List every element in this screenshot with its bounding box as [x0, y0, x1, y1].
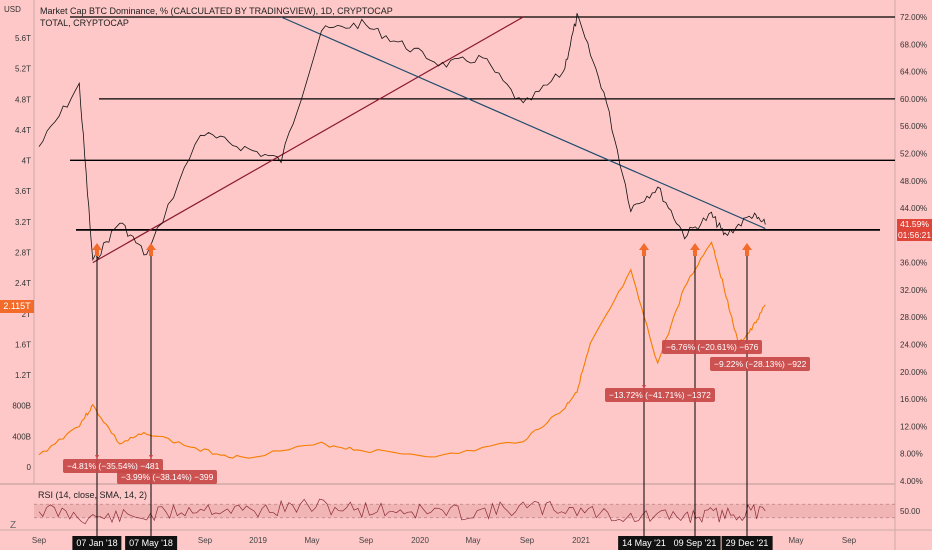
y-right-tick: 20.00%	[900, 368, 927, 377]
y-left-tick: 4.4T	[15, 126, 31, 135]
y-right-tick: 4.00%	[900, 477, 923, 486]
btcd-series	[38, 13, 766, 262]
y-right-tick: 16.00%	[900, 395, 927, 404]
y-right-tick: 28.00%	[900, 313, 927, 322]
y-right-tick: 48.00%	[900, 177, 927, 186]
y-left-tick: 5.6T	[15, 34, 31, 43]
total-line	[38, 241, 766, 459]
y-left-tick: 0	[27, 463, 32, 472]
y-right-tick: 44.00%	[900, 204, 927, 213]
up-arrow-icon	[690, 243, 700, 256]
y-right-tick: 32.00%	[900, 286, 927, 295]
btcd-value: 41.59%	[900, 219, 929, 229]
rsi-line	[38, 498, 766, 525]
y-right-tick: 52.00%	[900, 149, 927, 158]
price-tag-3: −13.72% (−41.71%) −1372	[605, 388, 715, 402]
legend-rsi[interactable]: RSI (14, close, SMA, 14, 2)	[38, 490, 148, 500]
marker-dot	[149, 455, 153, 459]
y-left-tick: 5.2T	[15, 65, 31, 74]
y-left-tick: 2.4T	[15, 279, 31, 288]
x-tick: May	[304, 536, 319, 545]
date-label-5[interactable]: 29 Dec '21	[721, 536, 773, 550]
y-left-tick: 4.8T	[15, 95, 31, 104]
x-tick: Sep	[520, 536, 535, 545]
btcd-line	[38, 13, 766, 262]
up-arrow-icon	[742, 243, 752, 256]
x-tick: 2020	[411, 536, 429, 545]
y-left-tick: 2T	[22, 310, 31, 319]
x-tick: Sep	[198, 536, 213, 545]
up-arrow-icon	[639, 243, 649, 256]
trendlines	[92, 16, 766, 264]
marker-dot	[95, 455, 99, 459]
y-right-tick: 72.00%	[900, 13, 927, 22]
up-arrow-icon	[146, 243, 156, 256]
x-tick: 2021	[572, 536, 590, 545]
trendline-up	[92, 16, 524, 264]
y-left-tick: 3.2T	[15, 218, 31, 227]
x-tick: Sep	[359, 536, 374, 545]
y-right-tick: 64.00%	[900, 68, 927, 77]
y-left-tick: 1.6T	[15, 340, 31, 349]
x-tick: Sep	[32, 536, 47, 545]
trendline-down	[280, 16, 766, 230]
total-value-badge: 2.115T	[0, 300, 34, 313]
y-left-tick: 3.6T	[15, 187, 31, 196]
date-label-3[interactable]: 14 May '21	[618, 536, 670, 550]
up-arrow-icon	[92, 243, 102, 256]
y-right-tick: 8.00%	[900, 450, 923, 459]
btcd-countdown: 01:56:21	[897, 230, 932, 240]
y-right-tick: 60.00%	[900, 95, 927, 104]
price-tag-4: −6.76% (−20.61%) −676	[662, 340, 763, 354]
x-tick: 2019	[249, 536, 267, 545]
date-label-2[interactable]: 07 May '18	[125, 536, 177, 550]
x-tick: Sep	[842, 536, 857, 545]
marker-dot	[642, 385, 646, 389]
btcd-value-badge: 41.59% 01:56:21	[897, 219, 932, 241]
y-axis-right: 72.00% 68.00% 64.00% 60.00% 56.00% 52.00% 48.0…	[900, 13, 927, 516]
price-tag-1: −4.81% (−35.54%) −481	[63, 459, 164, 473]
chart-legend: Market Cap BTC Dominance, % (CALCULATED …	[40, 5, 393, 29]
price-tag-5: −9.22% (−28.13%) −922	[710, 357, 811, 371]
y-left-tick: 800B	[12, 402, 31, 411]
y-left-tick: 4T	[22, 157, 31, 166]
horizontal-levels	[70, 16, 895, 231]
tradingview-logo-icon[interactable]: Z	[10, 520, 17, 531]
y-left-tick: 1.2T	[15, 371, 31, 380]
y-axis-left: 5.6T 5.2T 4.8T 4.4T 4T 3.6T 3.2T 2.8T 2.4T 2T 1.6T…	[12, 34, 31, 472]
y-left-tick: 400B	[12, 432, 31, 441]
x-tick: May	[788, 536, 803, 545]
y-left-tick: 2.8T	[15, 249, 31, 258]
y-right-tick: 36.00%	[900, 259, 927, 268]
y-right-tick: 56.00%	[900, 122, 927, 131]
date-label-1[interactable]: 07 Jan '18	[72, 536, 122, 550]
rsi-pane	[34, 498, 895, 525]
legend-btcd[interactable]: Market Cap BTC Dominance, % (CALCULATED …	[40, 6, 393, 16]
y-right-tick: 68.00%	[900, 40, 927, 49]
x-tick: May	[465, 536, 480, 545]
rsi-band	[34, 504, 895, 518]
y-right-tick: 24.00%	[900, 341, 927, 350]
arrow-markers	[92, 243, 752, 256]
price-tag-2: −3.99% (−38.14%) −399	[117, 470, 218, 484]
rsi-tick: 50.00	[900, 507, 921, 516]
axis-unit: USD	[4, 5, 21, 14]
legend-total[interactable]: TOTAL, CRYPTOCAP	[40, 18, 129, 28]
date-label-4[interactable]: 09 Sep '21	[669, 536, 721, 550]
y-right-tick: 12.00%	[900, 422, 927, 431]
total-series	[38, 241, 766, 459]
